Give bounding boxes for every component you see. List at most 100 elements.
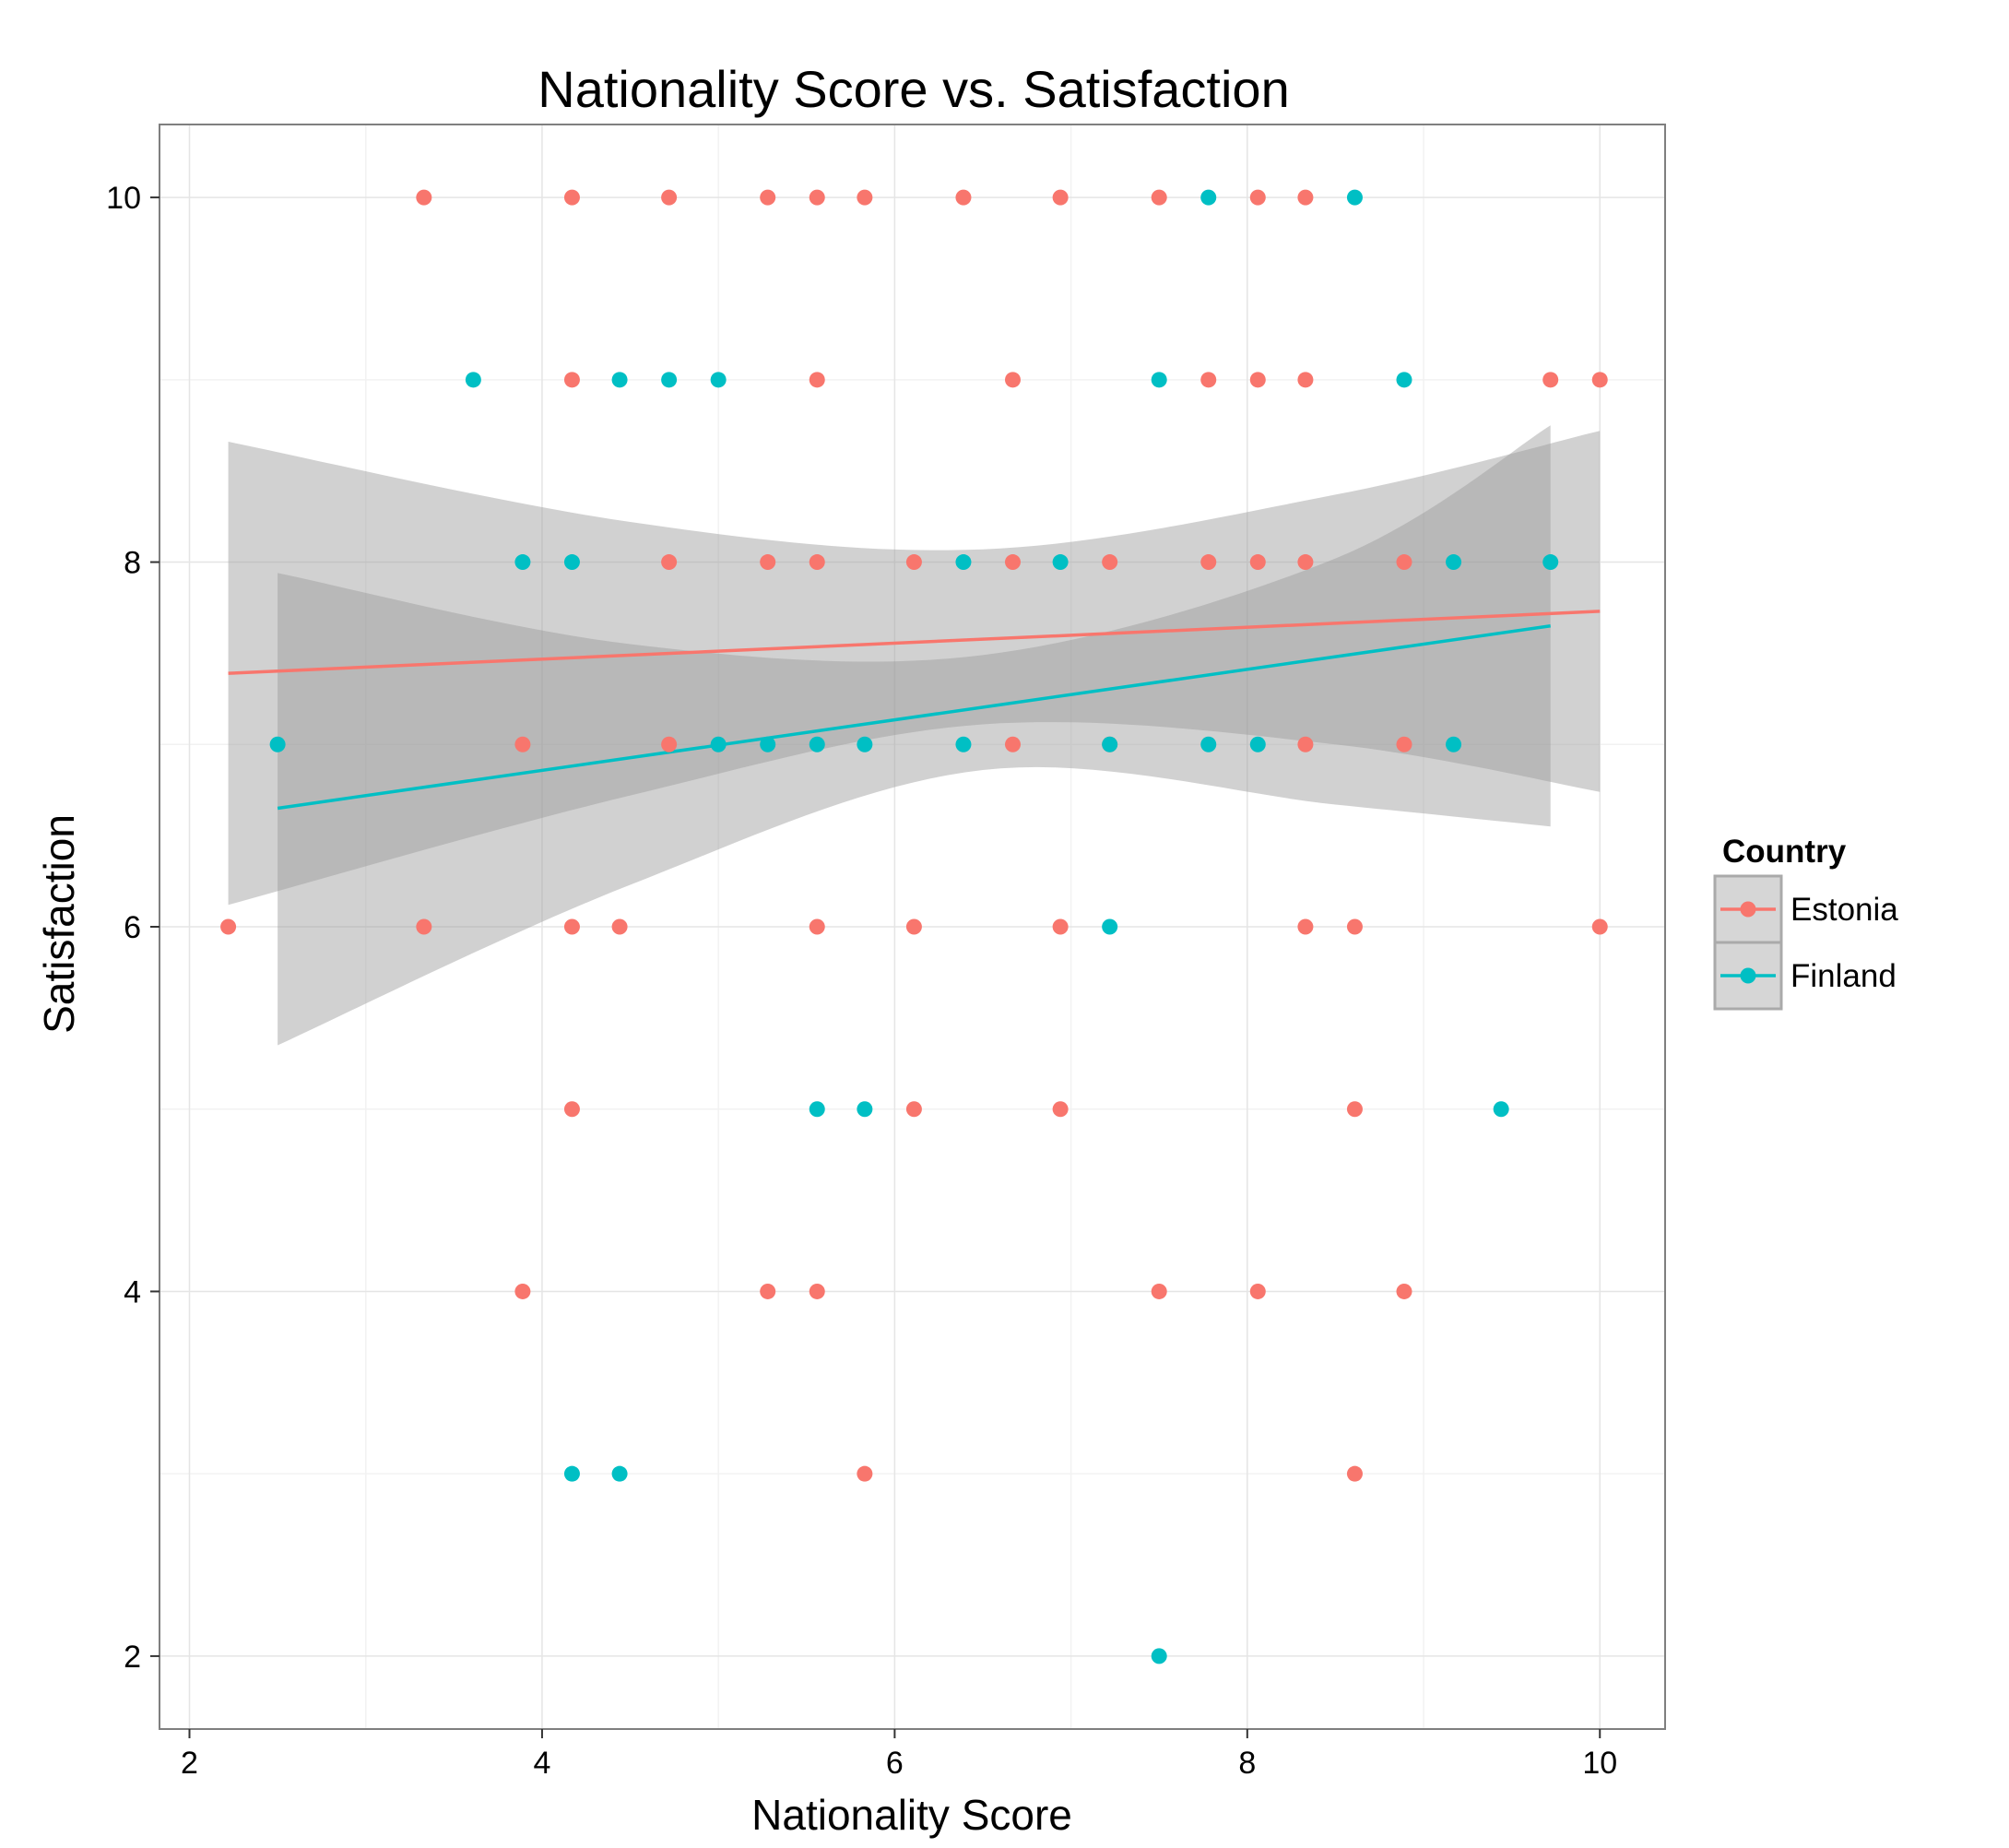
data-point-finland bbox=[1346, 189, 1363, 206]
data-point-estonia bbox=[809, 189, 825, 206]
data-point-estonia bbox=[955, 189, 972, 206]
legend-marker-estonia bbox=[1740, 901, 1756, 918]
fit-line-estonia bbox=[228, 610, 1601, 675]
data-point-estonia bbox=[1346, 1465, 1363, 1482]
x-tick-label: 8 bbox=[1238, 1746, 1256, 1781]
data-point-estonia bbox=[514, 1283, 531, 1299]
data-point-estonia bbox=[1542, 372, 1559, 388]
data-point-finland bbox=[857, 1101, 873, 1118]
data-point-estonia bbox=[809, 918, 825, 935]
data-point-estonia bbox=[563, 372, 580, 388]
data-point-estonia bbox=[1297, 372, 1314, 388]
data-point-finland bbox=[514, 554, 531, 571]
data-point-finland bbox=[1151, 372, 1167, 388]
data-point-estonia bbox=[563, 189, 580, 206]
data-point-estonia bbox=[1151, 1283, 1167, 1299]
data-point-estonia bbox=[1151, 189, 1167, 206]
x-tick-label: 2 bbox=[181, 1746, 198, 1781]
data-point-finland bbox=[1151, 1648, 1167, 1664]
data-point-estonia bbox=[661, 189, 678, 206]
data-point-finland bbox=[563, 1465, 580, 1482]
confidence-band-estonia bbox=[228, 431, 1601, 906]
data-point-estonia bbox=[1102, 554, 1118, 571]
confidence-bands bbox=[228, 425, 1601, 1046]
data-point-finland bbox=[563, 554, 580, 571]
data-point-finland bbox=[1542, 554, 1559, 571]
y-tick-label: 2 bbox=[124, 1640, 141, 1675]
x-tick-label: 10 bbox=[1582, 1746, 1617, 1781]
data-point-finland bbox=[760, 736, 776, 752]
data-point-estonia bbox=[1346, 918, 1363, 935]
data-point-estonia bbox=[1004, 736, 1021, 752]
data-point-estonia bbox=[563, 1101, 580, 1118]
data-point-finland bbox=[710, 372, 727, 388]
x-tick-label: 4 bbox=[533, 1746, 550, 1781]
data-point-finland bbox=[1446, 554, 1462, 571]
x-axis-label: Nationality Score bbox=[751, 1791, 1072, 1839]
data-point-estonia bbox=[1297, 918, 1314, 935]
data-point-finland bbox=[661, 372, 678, 388]
data-point-finland bbox=[809, 736, 825, 752]
data-point-estonia bbox=[611, 918, 628, 935]
data-point-estonia bbox=[1249, 189, 1266, 206]
data-point-estonia bbox=[1297, 189, 1314, 206]
legend-marker-finland bbox=[1740, 967, 1756, 984]
axes: 2 4 6 8 10 2 4 6 8 10 bbox=[106, 181, 1617, 1781]
data-point-estonia bbox=[905, 1101, 922, 1118]
data-point-finland bbox=[1446, 736, 1462, 752]
data-point-estonia bbox=[1052, 189, 1069, 206]
y-tick-label: 4 bbox=[124, 1274, 141, 1309]
y-tick-label: 6 bbox=[124, 910, 141, 945]
data-point-estonia bbox=[1396, 554, 1412, 571]
data-point-estonia bbox=[1297, 736, 1314, 752]
data-points bbox=[220, 189, 1608, 1664]
data-point-estonia bbox=[1297, 554, 1314, 571]
data-point-finland bbox=[1493, 1101, 1509, 1118]
data-point-estonia bbox=[760, 554, 776, 571]
data-point-finland bbox=[1052, 554, 1069, 571]
data-point-estonia bbox=[416, 189, 432, 206]
y-tick-label: 8 bbox=[124, 546, 141, 581]
data-point-estonia bbox=[1591, 918, 1608, 935]
data-point-finland bbox=[710, 736, 727, 752]
legend-label-estonia: Estonia bbox=[1790, 892, 1898, 928]
data-point-estonia bbox=[1249, 554, 1266, 571]
data-point-finland bbox=[955, 554, 972, 571]
data-point-finland bbox=[1102, 918, 1118, 935]
data-point-finland bbox=[611, 1465, 628, 1482]
data-point-estonia bbox=[1004, 372, 1021, 388]
data-point-estonia bbox=[1004, 554, 1021, 571]
data-point-estonia bbox=[1249, 1283, 1266, 1299]
data-point-estonia bbox=[1396, 736, 1412, 752]
data-point-estonia bbox=[760, 189, 776, 206]
data-point-estonia bbox=[809, 372, 825, 388]
data-point-estonia bbox=[1052, 1101, 1069, 1118]
data-point-estonia bbox=[514, 736, 531, 752]
data-point-estonia bbox=[1346, 1101, 1363, 1118]
data-point-estonia bbox=[1200, 372, 1217, 388]
data-point-finland bbox=[1200, 736, 1217, 752]
data-point-estonia bbox=[905, 554, 922, 571]
data-point-estonia bbox=[760, 1283, 776, 1299]
data-point-estonia bbox=[1052, 918, 1069, 935]
data-point-finland bbox=[809, 1101, 825, 1118]
data-point-estonia bbox=[809, 554, 825, 571]
data-point-estonia bbox=[1396, 1283, 1412, 1299]
data-point-finland bbox=[465, 372, 481, 388]
data-point-estonia bbox=[857, 189, 873, 206]
data-point-estonia bbox=[563, 918, 580, 935]
data-point-finland bbox=[1396, 372, 1412, 388]
legend: Country Estonia Finland bbox=[1713, 834, 1898, 1011]
fit-lines bbox=[228, 610, 1601, 811]
x-tick-label: 6 bbox=[886, 1746, 904, 1781]
chart-title: Nationality Score vs. Satisfaction bbox=[538, 60, 1289, 118]
data-point-finland bbox=[857, 736, 873, 752]
data-point-finland bbox=[1249, 736, 1266, 752]
data-point-estonia bbox=[416, 918, 432, 935]
data-point-finland bbox=[269, 736, 286, 752]
legend-title: Country bbox=[1722, 834, 1847, 870]
data-point-finland bbox=[1200, 189, 1217, 206]
data-point-estonia bbox=[905, 918, 922, 935]
data-point-estonia bbox=[661, 736, 678, 752]
